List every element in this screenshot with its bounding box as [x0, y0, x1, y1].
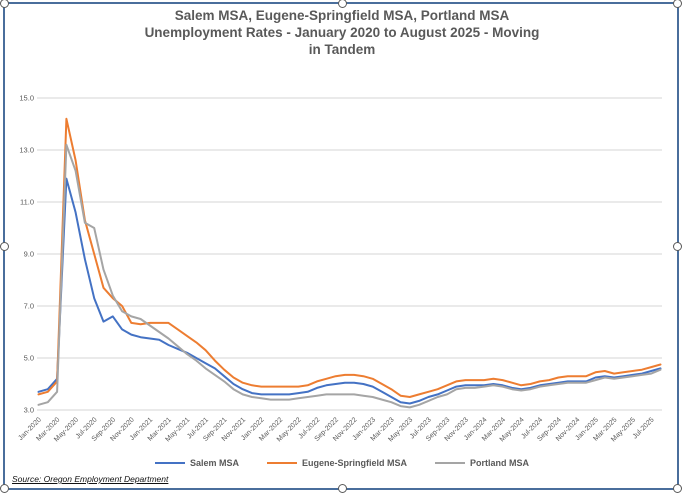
chart-title: Salem MSA, Eugene-Springfield MSA, Portl…: [40, 7, 644, 58]
y-tick-label: 13.0: [19, 146, 34, 155]
y-axis-labels: 15.0 13.0 11.0 9.0 7.0 5.0 3.0: [19, 94, 34, 415]
chart-title-line3: in Tandem: [308, 42, 376, 57]
selection-handle-top-right[interactable]: [672, 0, 682, 8]
y-tick-label: 3.0: [24, 406, 34, 415]
eugene-springfield-line-swatch: [267, 461, 297, 465]
selection-handle-middle-left[interactable]: [0, 241, 9, 251]
series-lines: [37, 117, 662, 409]
selection-handle-bottom-right[interactable]: [672, 483, 682, 493]
series-line-salem-msa[interactable]: [37, 177, 662, 405]
series-line-eugene-springfield-msa[interactable]: [37, 117, 662, 398]
chart-title-line2: Unemployment Rates - January 2020 to Aug…: [144, 25, 540, 40]
selection-handle-top-center[interactable]: [337, 0, 347, 8]
y-tick-label: 7.0: [24, 302, 34, 311]
y-tick-label: 5.0: [24, 354, 34, 363]
gridlines: [37, 97, 662, 411]
legend-label-salem: Salem MSA: [189, 458, 239, 468]
salem-line-swatch: [154, 461, 185, 465]
y-tick-label: 9.0: [24, 250, 34, 259]
series-line-portland-msa[interactable]: [37, 143, 662, 409]
legend-item-portland[interactable]: Portland MSA: [435, 458, 529, 468]
x-axis-labels: Jan-2020Mar-2020May-2020Jul-2020Sep-2020…: [17, 416, 655, 443]
y-tick-label: 11.0: [20, 198, 34, 207]
selection-handle-bottom-center[interactable]: [337, 483, 347, 493]
chart-legend[interactable]: Salem MSA Eugene-Springfield MSA Portlan…: [0, 458, 684, 468]
y-tick-label: 15.0: [19, 94, 34, 103]
selection-handle-top-left[interactable]: [0, 0, 9, 8]
chart-title-line1: Salem MSA, Eugene-Springfield MSA, Portl…: [174, 8, 510, 23]
portland-line-swatch: [435, 461, 466, 465]
source-note: Source: Oregon Employment Department: [12, 474, 169, 484]
legend-label-eugene-springfield: Eugene-Springfield MSA: [302, 458, 408, 468]
legend-item-salem[interactable]: Salem MSA: [154, 458, 239, 468]
selection-handle-middle-right[interactable]: [672, 241, 682, 251]
legend-label-portland: Portland MSA: [470, 458, 530, 468]
legend-item-eugene-springfield[interactable]: Eugene-Springfield MSA: [267, 458, 407, 468]
selection-handle-bottom-left[interactable]: [0, 483, 9, 493]
